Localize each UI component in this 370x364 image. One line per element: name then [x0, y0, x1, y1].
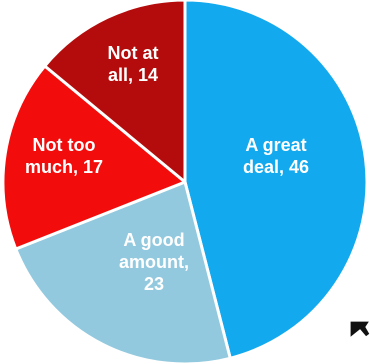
pie-data-label-2: A good amount, 23 [119, 230, 189, 294]
pie-labels: A great deal, 46 A good amount, 23 Not too muc… [25, 43, 309, 294]
arrow-cursor-icon [349, 320, 370, 340]
pie-slice-4 [43, 0, 187, 184]
pie-data-label-3: Not too much, 17 [25, 135, 103, 177]
pie-slice-1 [183, 0, 369, 360]
pie-data-label-4: Not at all, 14 [108, 43, 159, 85]
pie-slice-3 [1, 64, 187, 251]
pie-data-label-1: A great deal, 46 [243, 135, 309, 177]
pie-slice-2 [14, 180, 232, 364]
